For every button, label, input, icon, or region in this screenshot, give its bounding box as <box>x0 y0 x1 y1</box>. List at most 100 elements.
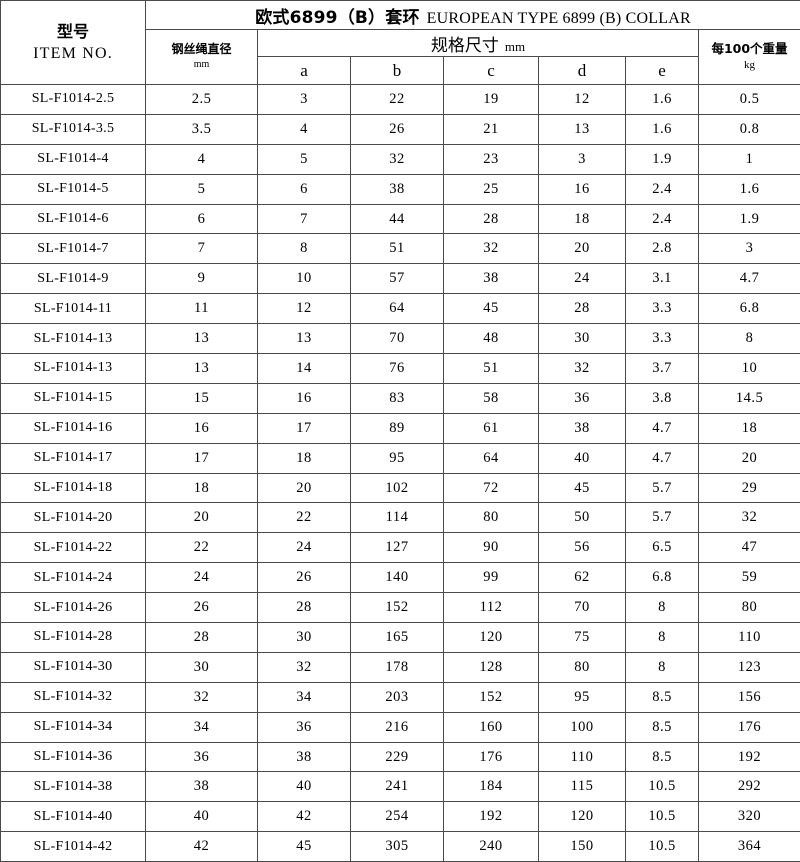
cell-rope_diameter: 24 <box>146 563 258 593</box>
cell-d: 30 <box>539 324 626 354</box>
cell-c: 72 <box>444 473 539 503</box>
cell-rope_diameter: 15 <box>146 383 258 413</box>
cell-b: 76 <box>351 354 444 384</box>
header-rope-diameter-unit: mm <box>146 58 257 73</box>
cell-e: 8 <box>626 652 699 682</box>
cell-e: 3.8 <box>626 383 699 413</box>
cell-c: 192 <box>444 802 539 832</box>
cell-item-no: SL-F1014-13 <box>1 324 146 354</box>
cell-item-no: SL-F1014-36 <box>1 742 146 772</box>
header-weight-unit: kg <box>699 58 800 74</box>
cell-rope_diameter: 18 <box>146 473 258 503</box>
header-dim-c: c <box>444 57 539 85</box>
cell-b: 32 <box>351 144 444 174</box>
cell-rope_diameter: 13 <box>146 354 258 384</box>
cell-b: 254 <box>351 802 444 832</box>
cell-weight_per_100: 0.5 <box>699 85 800 115</box>
cell-d: 28 <box>539 294 626 324</box>
cell-item-no: SL-F1014-7 <box>1 234 146 264</box>
cell-a: 7 <box>258 204 351 234</box>
cell-rope_diameter: 6 <box>146 204 258 234</box>
cell-d: 18 <box>539 204 626 234</box>
cell-e: 1.9 <box>626 144 699 174</box>
cell-item-no: SL-F1014-24 <box>1 563 146 593</box>
cell-d: 115 <box>539 772 626 802</box>
cell-a: 38 <box>258 742 351 772</box>
cell-c: 51 <box>444 354 539 384</box>
cell-item-no: SL-F1014-32 <box>1 682 146 712</box>
cell-d: 16 <box>539 174 626 204</box>
cell-e: 8.5 <box>626 742 699 772</box>
cell-rope_diameter: 22 <box>146 533 258 563</box>
cell-weight_per_100: 18 <box>699 413 800 443</box>
cell-b: 152 <box>351 593 444 623</box>
cell-b: 83 <box>351 383 444 413</box>
cell-weight_per_100: 320 <box>699 802 800 832</box>
cell-b: 216 <box>351 712 444 742</box>
cell-a: 28 <box>258 593 351 623</box>
page-title-cn: 欧式6899（B）套环 <box>255 8 419 28</box>
cell-weight_per_100: 1.6 <box>699 174 800 204</box>
cell-e: 6.8 <box>626 563 699 593</box>
cell-item-no: SL-F1014-16 <box>1 413 146 443</box>
cell-weight_per_100: 10 <box>699 354 800 384</box>
cell-b: 102 <box>351 473 444 503</box>
cell-rope_diameter: 16 <box>146 413 258 443</box>
cell-d: 95 <box>539 682 626 712</box>
cell-item-no: SL-F1014-3.5 <box>1 114 146 144</box>
cell-item-no: SL-F1014-17 <box>1 443 146 473</box>
cell-rope_diameter: 3.5 <box>146 114 258 144</box>
cell-a: 13 <box>258 324 351 354</box>
cell-a: 5 <box>258 144 351 174</box>
cell-b: 140 <box>351 563 444 593</box>
cell-weight_per_100: 156 <box>699 682 800 712</box>
cell-rope_diameter: 26 <box>146 593 258 623</box>
cell-d: 12 <box>539 85 626 115</box>
cell-d: 110 <box>539 742 626 772</box>
cell-e: 5.7 <box>626 473 699 503</box>
cell-d: 13 <box>539 114 626 144</box>
cell-d: 40 <box>539 443 626 473</box>
cell-a: 6 <box>258 174 351 204</box>
cell-d: 120 <box>539 802 626 832</box>
cell-c: 25 <box>444 174 539 204</box>
cell-a: 3 <box>258 85 351 115</box>
cell-item-no: SL-F1014-15 <box>1 383 146 413</box>
cell-b: 95 <box>351 443 444 473</box>
cell-a: 10 <box>258 264 351 294</box>
cell-weight_per_100: 176 <box>699 712 800 742</box>
page-title-en: EUROPEAN TYPE 6899 (B) COLLAR <box>420 10 691 27</box>
header-rope-diameter-cn: 钢丝绳直径 <box>146 41 257 58</box>
cell-item-no: SL-F1014-26 <box>1 593 146 623</box>
cell-weight_per_100: 32 <box>699 503 800 533</box>
cell-weight_per_100: 4.7 <box>699 264 800 294</box>
cell-weight_per_100: 3 <box>699 234 800 264</box>
cell-c: 184 <box>444 772 539 802</box>
cell-e: 10.5 <box>626 832 699 862</box>
header-dim-d: d <box>539 57 626 85</box>
cell-b: 51 <box>351 234 444 264</box>
cell-b: 64 <box>351 294 444 324</box>
cell-a: 26 <box>258 563 351 593</box>
cell-item-no: SL-F1014-34 <box>1 712 146 742</box>
cell-e: 5.7 <box>626 503 699 533</box>
cell-item-no: SL-F1014-2.5 <box>1 85 146 115</box>
cell-d: 75 <box>539 623 626 653</box>
cell-weight_per_100: 0.8 <box>699 114 800 144</box>
cell-rope_diameter: 2.5 <box>146 85 258 115</box>
cell-e: 6.5 <box>626 533 699 563</box>
cell-b: 22 <box>351 85 444 115</box>
cell-item-no: SL-F1014-6 <box>1 204 146 234</box>
cell-b: 89 <box>351 413 444 443</box>
